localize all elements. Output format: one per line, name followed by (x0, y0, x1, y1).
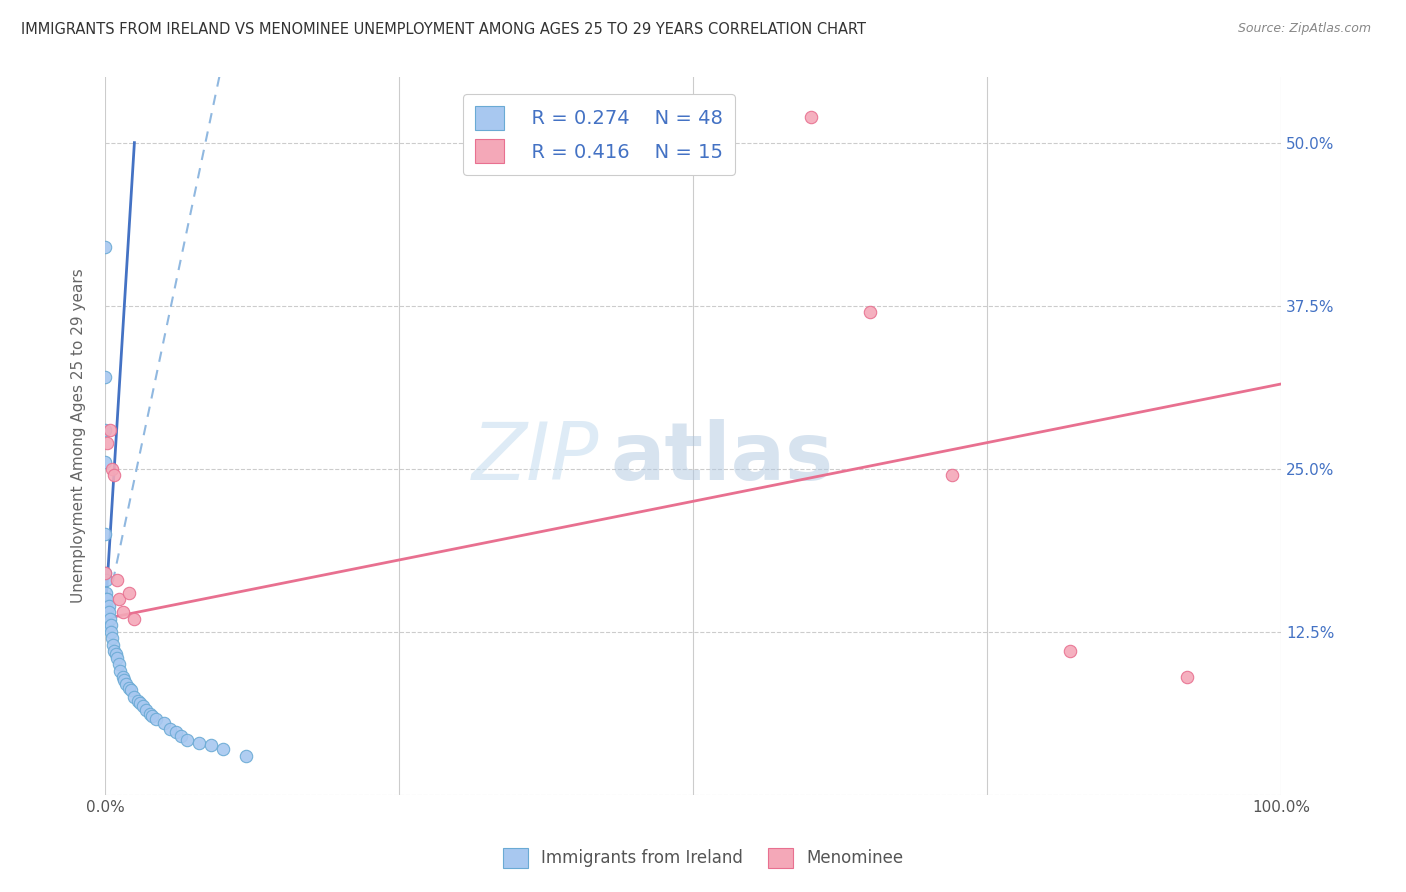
Point (200, 738, 222, 752)
Point (96, 592, 118, 607)
Text: atlas: atlas (610, 418, 834, 497)
Point (94, 566, 117, 580)
Point (100, 618, 122, 632)
Point (111, 670, 134, 684)
Legend:   R = 0.274    N = 48,   R = 0.416    N = 15: R = 0.274 N = 48, R = 0.416 N = 15 (463, 95, 735, 175)
Point (859, 305, 882, 319)
Point (941, 468, 963, 483)
Point (94, 455, 117, 469)
Point (94, 240, 117, 254)
Point (159, 723, 181, 737)
Y-axis label: Unemployment Among Ages 25 to 29 years: Unemployment Among Ages 25 to 29 years (72, 268, 86, 604)
Point (96, 592, 118, 607)
Point (117, 681, 139, 695)
Point (94, 423, 117, 437)
Point (96, 585, 118, 599)
Point (110, 664, 132, 678)
Point (112, 673, 135, 687)
Point (96, 605, 118, 619)
Point (96, 618, 118, 632)
Point (100, 624, 122, 639)
Point (188, 735, 211, 749)
Point (111, 605, 134, 619)
Point (117, 585, 139, 599)
Point (104, 647, 127, 661)
Point (131, 699, 153, 714)
Point (127, 694, 149, 708)
Point (211, 742, 233, 756)
Point (94, 566, 117, 580)
Point (101, 631, 124, 645)
Point (98, 612, 121, 626)
Point (96, 599, 118, 613)
Point (120, 683, 142, 698)
Point (800, 110, 823, 124)
Point (105, 650, 128, 665)
Point (98, 423, 121, 437)
Point (105, 573, 128, 587)
Point (170, 729, 193, 743)
Point (108, 657, 131, 672)
Point (103, 468, 125, 483)
Point (103, 638, 125, 652)
Point (135, 703, 157, 717)
Point (124, 612, 146, 626)
Point (129, 697, 152, 711)
Point (1175, 670, 1198, 684)
Point (108, 592, 131, 607)
Point (97, 599, 120, 613)
Point (103, 644, 125, 658)
Point (138, 706, 160, 721)
Point (141, 709, 163, 723)
Text: Source: ZipAtlas.com: Source: ZipAtlas.com (1237, 22, 1371, 36)
Point (165, 725, 187, 739)
Point (94, 527, 117, 541)
Point (115, 677, 138, 691)
Point (94, 370, 117, 384)
Point (94, 592, 117, 607)
Point (1059, 644, 1081, 658)
Point (96, 573, 118, 587)
Point (153, 716, 176, 731)
Point (101, 461, 124, 475)
Text: IMMIGRANTS FROM IRELAND VS MENOMINEE UNEMPLOYMENT AMONG AGES 25 TO 29 YEARS CORR: IMMIGRANTS FROM IRELAND VS MENOMINEE UNE… (21, 22, 866, 37)
Point (96, 435, 118, 450)
Point (235, 748, 257, 763)
Point (176, 733, 198, 747)
Point (97, 605, 120, 619)
Legend: Immigrants from Ireland, Menominee: Immigrants from Ireland, Menominee (496, 841, 910, 875)
Point (124, 690, 146, 704)
Text: ZIP: ZIP (471, 418, 599, 497)
Point (145, 712, 167, 726)
